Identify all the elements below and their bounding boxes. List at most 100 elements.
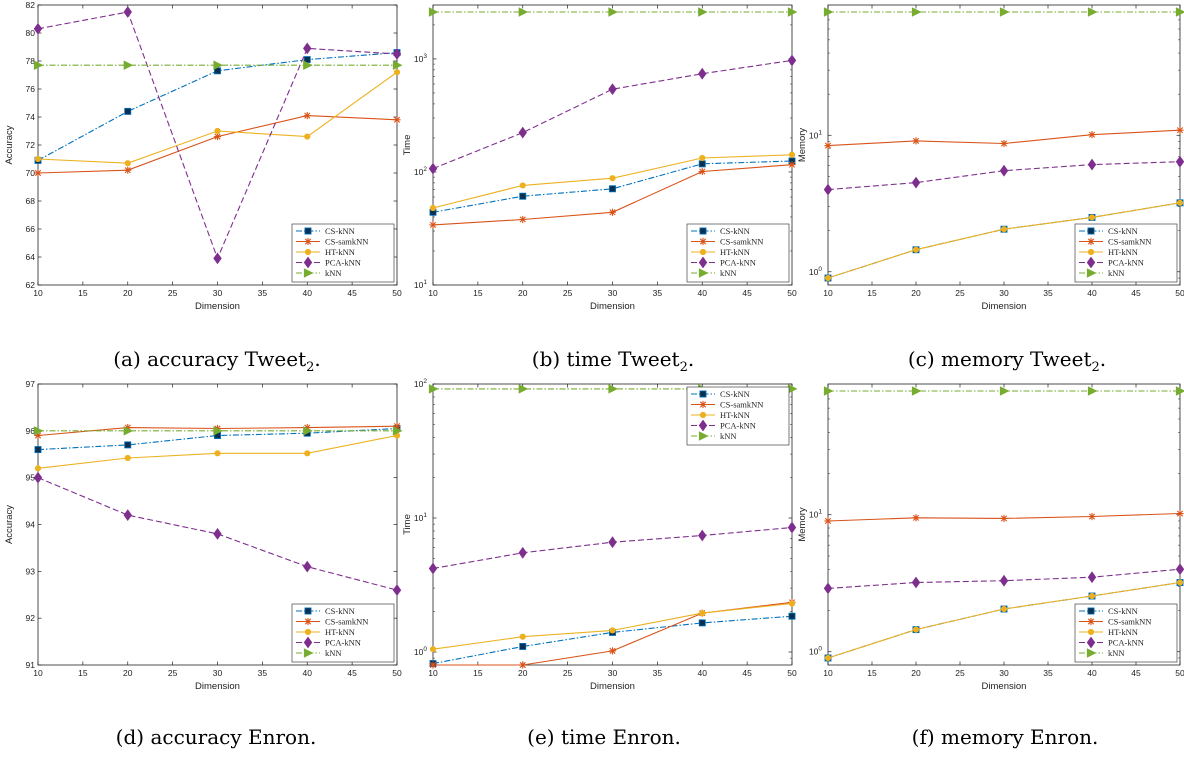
legend-marker-knn bbox=[1086, 268, 1097, 278]
chart-panel-5: 10 15 20 25 30 35 40 45 50 100 101 102 Dimension Time… bbox=[402, 378, 798, 692]
legend-label-cs-samknn: CS-samkNN bbox=[325, 617, 368, 627]
data-point-ht-knn bbox=[788, 151, 796, 158]
data-point-cs-samknn bbox=[824, 141, 832, 150]
data-point-cs-samknn bbox=[1176, 126, 1184, 134]
data-point-knn bbox=[33, 426, 44, 436]
data-point-pca-knn bbox=[33, 471, 43, 484]
x-tick-label: 45 bbox=[742, 668, 752, 678]
legend-marker-cs-knn bbox=[304, 227, 312, 235]
data-point-pca-knn bbox=[518, 126, 527, 139]
y-tick-label: 76 bbox=[26, 84, 36, 94]
data-point-ht-knn bbox=[214, 127, 221, 135]
legend-marker-ht-knn bbox=[1087, 628, 1095, 636]
data-point-ht-knn bbox=[1000, 226, 1008, 233]
data-point-pca-knn bbox=[303, 42, 312, 55]
legend-marker-cs-samknn bbox=[304, 237, 312, 246]
data-point-cs-samknn bbox=[912, 514, 920, 522]
caption-b: (b) time Tweet2. bbox=[531, 347, 695, 375]
legend-marker-pca-knn bbox=[303, 636, 313, 649]
x-tick-label: 20 bbox=[123, 288, 133, 298]
x-tick-label: 15 bbox=[473, 288, 483, 298]
legend-marker-cs-samknn bbox=[1087, 617, 1095, 626]
data-point-knn bbox=[608, 384, 618, 394]
y-tick-label: 68 bbox=[26, 196, 36, 206]
data-point-knn bbox=[1175, 386, 1184, 396]
data-point-cs-samknn bbox=[34, 169, 42, 177]
x-tick-label: 15 bbox=[78, 288, 88, 298]
y-axis-label: Memory bbox=[797, 128, 808, 163]
data-point-pca-knn bbox=[1175, 155, 1184, 168]
series-line-pca-knn bbox=[827, 161, 1181, 191]
data-point-knn bbox=[303, 60, 313, 70]
legend-label-ht-knn: HT-kNN bbox=[325, 627, 355, 637]
series-line-cs-knn bbox=[432, 615, 793, 665]
y-tick-label: 66 bbox=[26, 224, 36, 234]
x-tick-label: 35 bbox=[653, 668, 663, 678]
x-tick-label: 45 bbox=[1131, 668, 1141, 678]
chart-panel-3: 10 15 20 25 30 35 40 45 50 100 101 Dimension Memory C… bbox=[797, 4, 1184, 312]
y-tick-label: 101 bbox=[414, 512, 427, 523]
data-point-pca-knn bbox=[787, 521, 797, 534]
x-tick-label: 40 bbox=[1087, 668, 1097, 678]
y-tick-label: 62 bbox=[26, 280, 36, 290]
data-point-ht-knn bbox=[699, 610, 706, 617]
y-tick-label: 96 bbox=[26, 426, 36, 436]
legend-marker-ht-knn bbox=[1087, 248, 1095, 256]
data-point-cs-samknn bbox=[303, 112, 311, 120]
legend-label-knn: kNN bbox=[325, 648, 342, 658]
x-tick-label: 30 bbox=[999, 668, 1009, 678]
legend-label-knn: kNN bbox=[1108, 268, 1125, 278]
y-tick-label: 101 bbox=[809, 129, 822, 140]
data-point-cs-knn bbox=[519, 192, 527, 200]
data-point-knn bbox=[911, 386, 922, 396]
x-tick-label: 20 bbox=[123, 668, 133, 678]
legend-marker-cs-knn bbox=[699, 390, 707, 398]
data-point-cs-knn bbox=[788, 612, 796, 620]
chart-panel-2: 10 15 20 25 30 35 40 45 50 101 102 103 Dimension Time… bbox=[402, 4, 798, 312]
x-tick-label: 30 bbox=[213, 288, 223, 298]
data-point-cs-samknn bbox=[1000, 514, 1008, 523]
data-point-ht-knn bbox=[393, 69, 401, 76]
data-point-ht-knn bbox=[214, 450, 221, 457]
y-axis-label: Time bbox=[402, 514, 413, 535]
x-tick-label: 45 bbox=[1131, 288, 1141, 298]
data-point-pca-knn bbox=[33, 22, 43, 35]
data-point-pca-knn bbox=[911, 176, 921, 189]
data-point-knn bbox=[1087, 386, 1098, 396]
caption-d: (d) accuracy Enron. bbox=[115, 725, 317, 749]
caption-e: (e) time Enron. bbox=[527, 725, 681, 749]
data-point-knn bbox=[428, 384, 439, 394]
data-point-pca-knn bbox=[1087, 571, 1097, 584]
data-point-knn bbox=[123, 426, 134, 436]
x-tick-label: 40 bbox=[303, 668, 313, 678]
data-point-cs-samknn bbox=[608, 208, 617, 216]
series-line-pca-knn bbox=[37, 477, 398, 591]
legend-marker-pca-knn bbox=[1086, 256, 1096, 269]
x-tick-label: 50 bbox=[787, 288, 797, 298]
data-point-knn bbox=[303, 426, 313, 436]
data-point-ht-knn bbox=[1088, 592, 1096, 600]
y-tick-label: 100 bbox=[414, 646, 427, 657]
legend-marker-cs-samknn bbox=[699, 400, 707, 409]
x-tick-label: 15 bbox=[78, 668, 88, 678]
x-tick-label: 40 bbox=[1087, 288, 1097, 298]
data-point-pca-knn bbox=[392, 48, 402, 60]
x-tick-label: 50 bbox=[1175, 288, 1184, 298]
data-point-pca-knn bbox=[213, 527, 222, 540]
data-point-knn bbox=[1087, 7, 1098, 17]
data-point-cs-knn bbox=[698, 160, 706, 168]
data-point-pca-knn bbox=[999, 164, 1009, 177]
x-axis-label: Dimension bbox=[590, 301, 635, 312]
legend-label-cs-knn: CS-kNN bbox=[720, 389, 750, 399]
legend-label-ht-knn: HT-kNN bbox=[720, 410, 750, 420]
legend-label-ht-knn: HT-kNN bbox=[1108, 627, 1138, 637]
legend-marker-knn bbox=[698, 431, 709, 441]
y-tick-label: 78 bbox=[26, 56, 36, 66]
data-point-cs-samknn bbox=[824, 517, 832, 525]
data-point-cs-samknn bbox=[1088, 131, 1096, 139]
series-line-cs-samknn bbox=[37, 115, 398, 174]
x-tick-label: 10 bbox=[33, 668, 43, 678]
data-point-cs-samknn bbox=[1176, 509, 1184, 518]
